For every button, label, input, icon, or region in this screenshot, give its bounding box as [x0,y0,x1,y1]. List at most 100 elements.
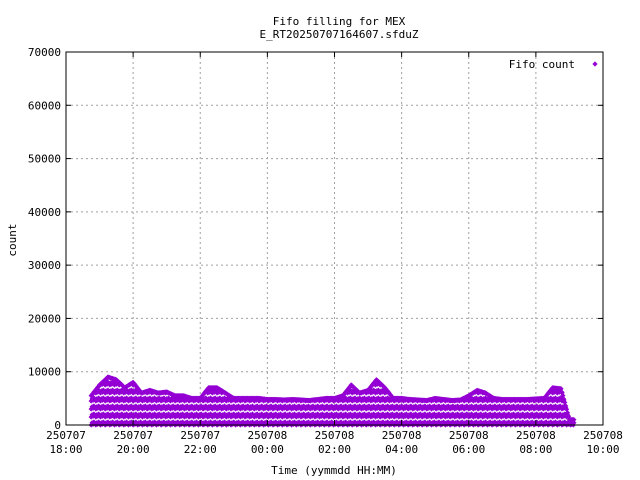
data-point [90,405,96,411]
data-point [388,421,394,427]
data-point [551,389,558,395]
chart-subtitle: E_RT20250707164607.sfduZ [260,28,419,41]
x-tick-date: 250707 [180,429,220,442]
data-point [512,414,518,420]
data-point [346,421,353,427]
data-point [486,421,492,427]
data-point [113,405,119,411]
data-point [556,413,562,419]
data-point [440,413,446,419]
data-point [551,397,558,403]
data-point [430,413,436,419]
data-point [426,413,432,419]
data-point [374,413,380,419]
data-point [174,397,180,403]
x-tick-date: 250707 [113,429,153,442]
data-point [370,413,376,419]
data-point [179,421,185,427]
data-point [258,421,264,427]
legend: Fifo count [509,58,598,71]
data-point [248,413,255,419]
data-point [542,405,548,411]
data-point [561,421,567,427]
data-point [495,413,502,419]
data-point [132,421,138,427]
data-point [454,405,460,411]
x-tick-time: 02:00 [318,443,351,456]
data-point [398,421,404,427]
data-point [95,397,101,403]
data-point [526,414,532,420]
data-point [346,405,353,411]
data-point [132,413,138,419]
x-tick-date: 250708 [583,429,623,442]
data-point [169,405,175,411]
data-point [95,413,101,419]
data-point [99,421,105,427]
data-point [547,421,553,427]
data-point [165,405,171,411]
data-point [127,413,133,419]
x-tick-time: 20:00 [117,443,150,456]
grid-lines [66,52,603,425]
data-point [412,413,418,419]
chart-title: Fifo filling for MEX [273,15,406,28]
data-point [188,413,194,419]
data-point [202,405,208,411]
data-point [416,413,422,419]
x-tick-time: 22:00 [184,443,217,456]
data-point [563,403,569,409]
data-point [290,413,297,419]
data-point [206,397,213,403]
data-point [220,405,227,411]
data-point [230,405,236,411]
data-point [225,397,231,403]
data-point [556,405,562,411]
y-tick-label: 0 [54,419,61,432]
data-point [160,413,166,419]
data-point [160,421,166,427]
data-point [216,421,222,427]
data-point [109,405,115,411]
data-point [276,405,283,411]
data-point [206,405,213,411]
data-point [444,413,450,419]
data-point [512,406,518,412]
data-point [509,413,516,419]
data-point [481,397,488,403]
data-point [556,389,562,395]
x-tick-date: 250707 [46,429,86,442]
data-point [216,397,222,403]
data-point [146,413,152,419]
data-point [95,389,101,395]
x-tick-time: 04:00 [385,443,418,456]
data-point [554,398,560,404]
data-point [458,413,464,419]
data-point [402,421,408,427]
data-point [426,421,432,427]
data-point [416,421,422,427]
data-point [272,405,278,411]
data-point [486,413,492,419]
data-point [384,421,390,427]
legend-marker [592,61,598,67]
data-point [454,421,460,427]
data-point [234,413,241,419]
data-point [248,421,255,427]
data-point [123,413,129,419]
y-tick-label: 20000 [28,312,61,325]
data-point [151,421,157,427]
x-tick-date: 250708 [516,429,556,442]
data-point [220,421,227,427]
data-point [558,386,564,392]
data-point [514,405,520,411]
data-point [444,421,450,427]
x-tick-date: 250708 [449,429,489,442]
data-point [332,405,339,411]
data-point [188,421,194,427]
y-tick-label: 40000 [28,206,61,219]
data-point [560,393,566,399]
x-tick-time: 00:00 [251,443,284,456]
data-point [230,413,236,419]
